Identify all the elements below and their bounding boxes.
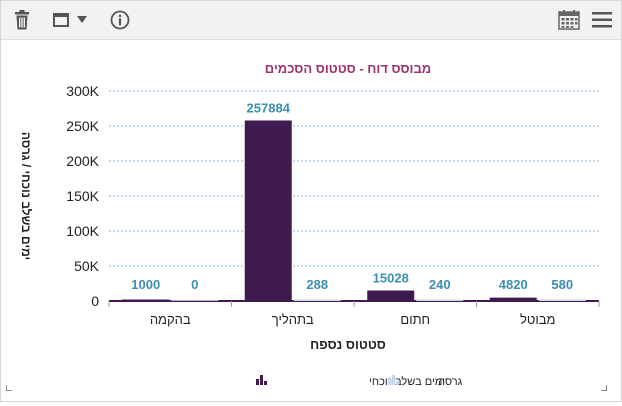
bar-days-in-stage[interactable] (122, 299, 170, 302)
x-tick-label: חתום (400, 312, 430, 327)
legend-icon-bar (256, 379, 259, 385)
y-tick-label: 0 (91, 293, 99, 309)
x-axis-ticks: בהקמה בתהליך חתום מבוטל (108, 301, 600, 327)
data-label: 0 (191, 277, 198, 292)
bar-version[interactable] (171, 300, 219, 301)
window-icon[interactable] (51, 8, 71, 32)
data-label: 288 (306, 277, 328, 292)
y-tick-label: 300K (66, 83, 99, 99)
x-tick-label: בתהליך (272, 312, 314, 327)
trash-icon[interactable] (11, 8, 33, 32)
bar-version[interactable] (416, 299, 464, 302)
legend-item-days-in-stage[interactable]: ימים בשלב נוכחי (256, 375, 445, 388)
y-tick-label: 50K (74, 258, 100, 274)
data-label: 4820 (499, 277, 528, 292)
legend-icon-bar (260, 375, 263, 385)
legend-label: גרסה (438, 376, 463, 388)
x-tick-label: מבוטל (520, 312, 555, 327)
chart-title: מבוסס דוח - סטטוס הסכמים (265, 61, 431, 76)
y-tick-label: 150K (66, 188, 99, 204)
hamburger-menu-icon[interactable] (590, 8, 614, 32)
chart-toolbar (1, 1, 621, 40)
data-label: 580 (551, 277, 573, 292)
bar-version[interactable] (293, 299, 341, 302)
bar-days-in-stage[interactable] (367, 290, 415, 301)
y-tick-label: 100K (66, 223, 99, 239)
bar-chart: מבוסס דוח - סטטוס הסכמים 0 50K 100K 150K 200… (19, 61, 600, 388)
legend-icon-bar (264, 381, 267, 385)
x-axis-title: סטטוס נספח (310, 337, 386, 352)
y-axis-title: ימים בשלב נוכחי / גרסה (19, 132, 33, 260)
chart-area: מבוסס דוח - סטטוס הסכמים 0 50K 100K 150K 200… (1, 41, 621, 401)
bar-days-in-stage[interactable] (489, 297, 537, 301)
info-icon[interactable] (108, 8, 132, 32)
legend-item-version[interactable]: גרסה (388, 375, 463, 388)
legend-icon-bar (388, 379, 391, 385)
chart-grid (109, 90, 599, 302)
calendar-icon[interactable] (557, 8, 581, 32)
bar-days-in-stage[interactable] (244, 120, 292, 301)
legend-label: ימים בשלב נוכחי (369, 375, 445, 388)
bar-version[interactable] (538, 299, 586, 302)
legend-icon-bar (392, 375, 395, 385)
caret-down-icon[interactable] (75, 8, 89, 32)
data-label: 15028 (373, 270, 409, 285)
data-label: 1000 (131, 277, 160, 292)
legend-icon-bar (396, 381, 399, 385)
data-label: 257884 (247, 100, 291, 115)
x-tick-label: בהקמה (150, 312, 191, 327)
data-label: 240 (429, 277, 451, 292)
resize-corner-right[interactable] (601, 385, 607, 391)
chart-bars: 1000 0 257884 288 15028 240 4820 580 (122, 100, 586, 301)
resize-corner-left (6, 385, 12, 391)
y-tick-label: 250K (66, 118, 99, 134)
y-axis-ticks: 0 50K 100K 150K 200K 250K 300K (66, 83, 99, 309)
y-tick-label: 200K (66, 153, 99, 169)
